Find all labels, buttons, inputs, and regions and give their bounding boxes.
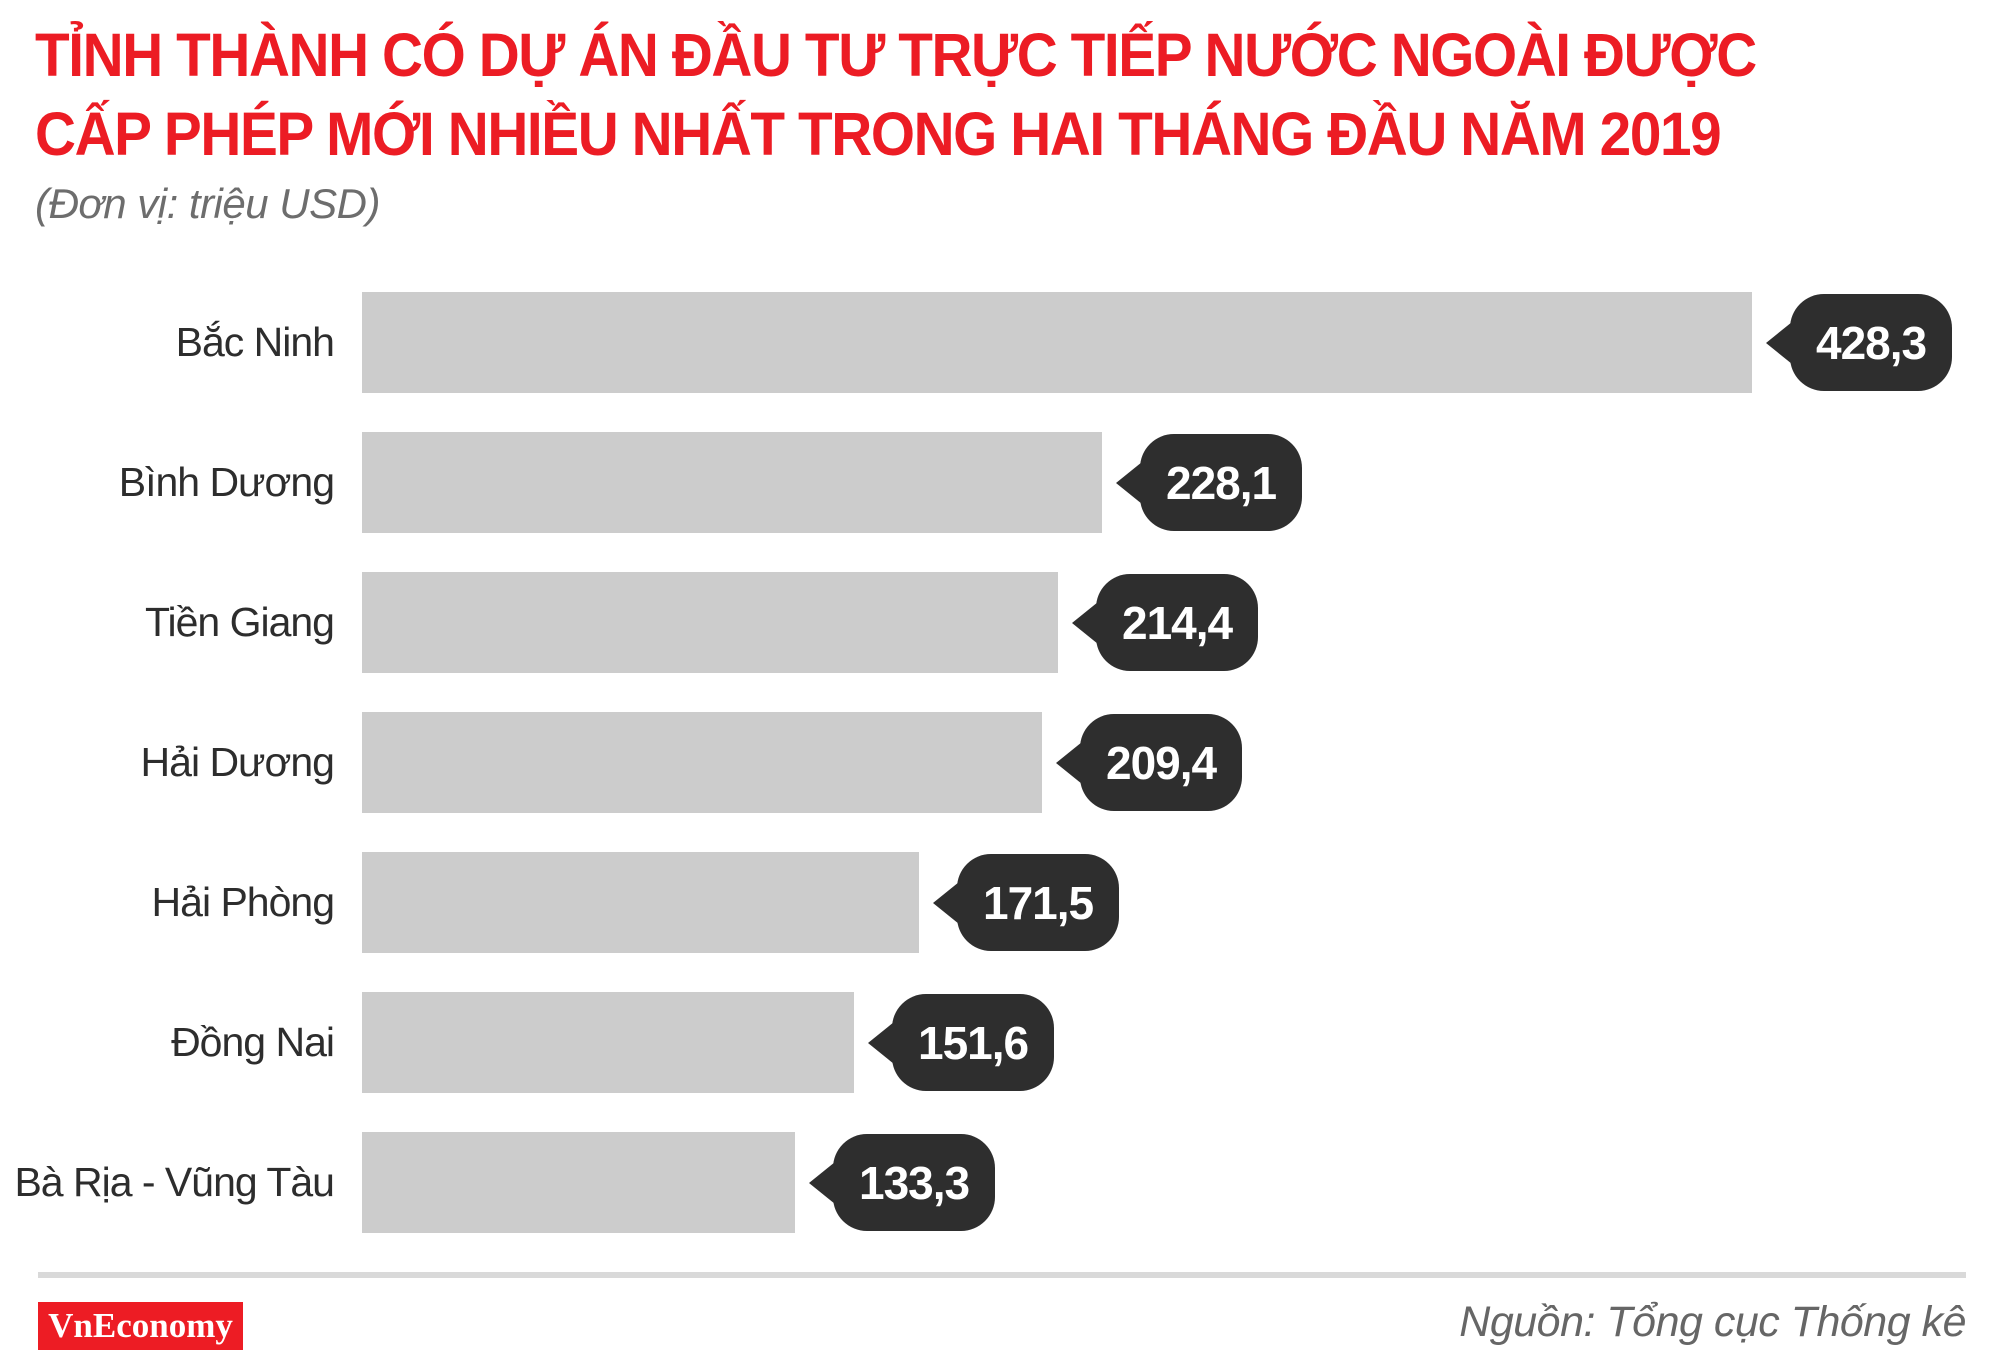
chart-title-line2: CẤP PHÉP MỚI NHIỀU NHẤT TRONG HAI THÁNG … — [35, 100, 1722, 168]
value-bubble: 214,4 — [1096, 574, 1259, 671]
bubble-pointer-icon — [1116, 461, 1142, 504]
value-bubble: 133,3 — [833, 1134, 996, 1231]
value-label: 228,1 — [1166, 456, 1277, 509]
category-label: Bà Rịa - Vũng Tàu — [14, 1159, 335, 1205]
chart-row: Đồng Nai 151,6 — [0, 992, 2000, 1093]
chart-row: Bà Rịa - Vũng Tàu 133,3 — [0, 1132, 2000, 1233]
category-label-cell: Hải Phòng — [0, 879, 362, 926]
chart-row: Bình Dương 228,1 — [0, 432, 2000, 533]
value-label: 133,3 — [859, 1156, 970, 1209]
value-label: 171,5 — [983, 876, 1094, 929]
value-label: 209,4 — [1106, 736, 1217, 789]
category-label: Tiền Giang — [144, 599, 335, 645]
value-label: 428,3 — [1816, 316, 1927, 369]
bar-chart: Bắc Ninh 428,3 Bình Dương 228,1 Tiền Giang 21… — [0, 292, 2000, 1272]
category-label-cell: Tiền Giang — [0, 599, 362, 646]
bubble-pointer-icon — [868, 1021, 894, 1064]
chart-row: Hải Phòng 171,5 — [0, 852, 2000, 953]
value-bar — [362, 852, 919, 953]
vneconomy-logo-text: VnEconomy — [48, 1306, 233, 1345]
chart-unit-subtitle: (Đơn vị: triệu USD) — [35, 180, 380, 227]
value-label: 151,6 — [918, 1016, 1029, 1069]
chart-row: Bắc Ninh 428,3 — [0, 292, 2000, 393]
bubble-pointer-icon — [1766, 321, 1792, 364]
chart-title-line1: TỈNH THÀNH CÓ DỰ ÁN ĐẦU TƯ TRỰC TIẾP NƯỚ… — [35, 21, 1757, 89]
category-label: Đồng Nai — [171, 1019, 335, 1065]
value-bar — [362, 292, 1752, 393]
value-bar — [362, 992, 854, 1093]
category-label: Bình Dương — [118, 459, 335, 505]
bubble-pointer-icon — [933, 881, 959, 924]
category-label: Hải Phòng — [151, 879, 335, 925]
value-bubble: 428,3 — [1790, 294, 1953, 391]
source-credit: Nguồn: Tổng cục Thống kê — [1459, 1298, 1966, 1346]
value-bar — [362, 432, 1102, 533]
value-bar — [362, 712, 1042, 813]
value-bubble: 151,6 — [892, 994, 1055, 1091]
bubble-pointer-icon — [1072, 601, 1098, 644]
category-label-cell: Hải Dương — [0, 739, 362, 786]
category-label-cell: Bà Rịa - Vũng Tàu — [0, 1159, 362, 1206]
vneconomy-logo: VnEconomy — [38, 1302, 243, 1350]
footer-divider — [38, 1272, 1966, 1278]
value-bubble: 171,5 — [957, 854, 1120, 951]
chart-title: TỈNH THÀNH CÓ DỰ ÁN ĐẦU TƯ TRỰC TIẾP NƯỚ… — [35, 16, 1757, 174]
chart-row: Hải Dương 209,4 — [0, 712, 2000, 813]
bubble-pointer-icon — [1056, 741, 1082, 784]
category-label: Hải Dương — [140, 739, 335, 785]
value-bar — [362, 1132, 795, 1233]
chart-row: Tiền Giang 214,4 — [0, 572, 2000, 673]
value-bar — [362, 572, 1058, 673]
category-label-cell: Bình Dương — [0, 459, 362, 506]
value-label: 214,4 — [1122, 596, 1233, 649]
category-label-cell: Bắc Ninh — [0, 319, 362, 366]
bubble-pointer-icon — [809, 1161, 835, 1204]
category-label-cell: Đồng Nai — [0, 1019, 362, 1066]
category-label: Bắc Ninh — [175, 319, 335, 365]
value-bubble: 209,4 — [1080, 714, 1243, 811]
value-bubble: 228,1 — [1140, 434, 1303, 531]
